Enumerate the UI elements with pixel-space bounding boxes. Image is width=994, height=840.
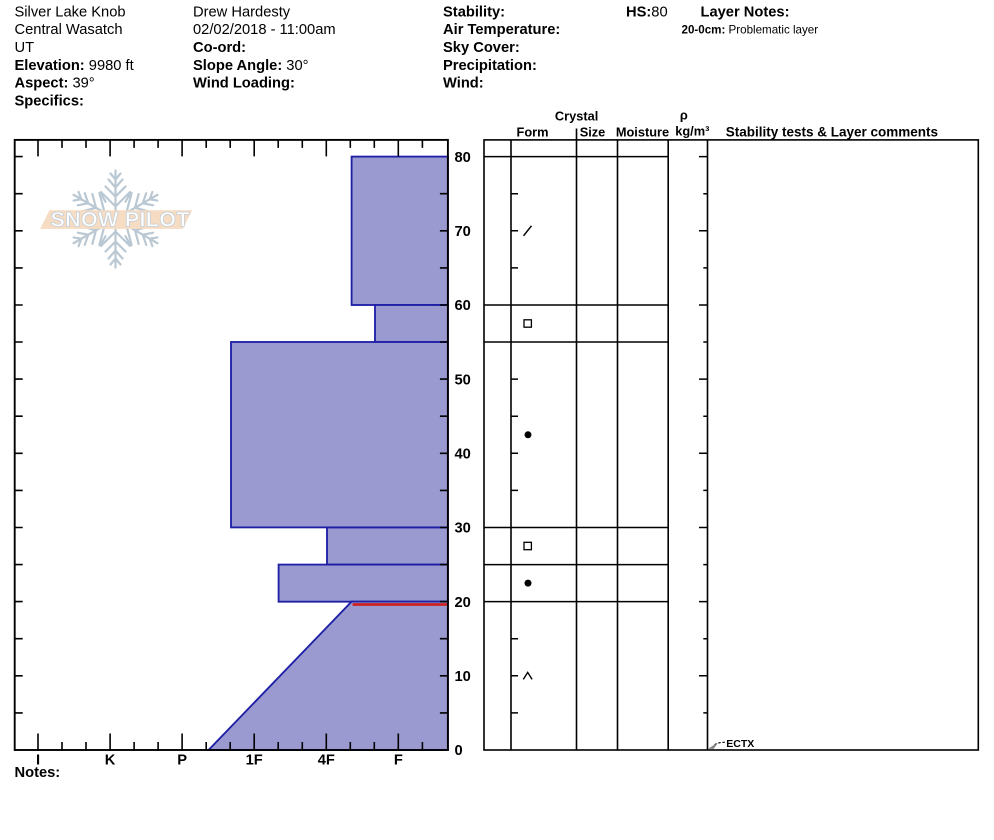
svg-text:40: 40 <box>455 447 471 463</box>
svg-text:Aspect: 39°: Aspect: 39° <box>15 76 95 92</box>
svg-text:Air Temperature:: Air Temperature: <box>443 22 560 38</box>
svg-text:Slope Angle: 30°: Slope Angle: 30° <box>193 58 309 74</box>
svg-text:P: P <box>177 752 187 768</box>
svg-text:Wind:: Wind: <box>443 76 484 92</box>
svg-text:Precipitation:: Precipitation: <box>443 58 537 74</box>
svg-text:Co-ord:: Co-ord: <box>193 40 246 56</box>
svg-text:UT: UT <box>15 40 35 56</box>
svg-text:HS:80: HS:80 <box>626 4 668 20</box>
svg-text:0: 0 <box>455 743 463 759</box>
svg-text:60: 60 <box>455 298 471 314</box>
svg-text:kg/m³: kg/m³ <box>675 124 709 139</box>
svg-text:K: K <box>105 752 116 768</box>
svg-text:Central Wasatch: Central Wasatch <box>15 22 123 38</box>
svg-text:Form: Form <box>517 124 549 139</box>
svg-text:Layer Notes:: Layer Notes: <box>701 4 790 20</box>
svg-text:F: F <box>394 752 403 768</box>
svg-text:Stability tests & Layer commen: Stability tests & Layer comments <box>726 124 938 139</box>
svg-text:20: 20 <box>455 595 471 611</box>
svg-text:Notes:: Notes: <box>15 765 61 781</box>
svg-text:10: 10 <box>455 669 471 685</box>
svg-text:4F: 4F <box>318 752 335 768</box>
svg-text:Elevation: 9980 ft: Elevation: 9980 ft <box>15 58 134 74</box>
svg-text:Sky Cover:: Sky Cover: <box>443 40 520 56</box>
svg-text:Silver Lake Knob: Silver Lake Knob <box>15 4 126 20</box>
svg-text:20-0cm: Problematic layer: 20-0cm: Problematic layer <box>682 23 819 36</box>
svg-text:30: 30 <box>455 521 471 537</box>
svg-text:Stability:: Stability: <box>443 4 505 20</box>
svg-text:Crystal: Crystal <box>555 109 598 124</box>
svg-text:70: 70 <box>455 224 471 240</box>
svg-text:1F: 1F <box>246 752 263 768</box>
svg-text:ρ: ρ <box>680 108 688 123</box>
svg-text:80: 80 <box>455 150 471 166</box>
svg-text:Specifics:: Specifics: <box>15 93 84 109</box>
svg-text:Moisture: Moisture <box>616 124 669 139</box>
svg-text:Wind Loading:: Wind Loading: <box>193 76 295 92</box>
svg-text:SNOW PILOT: SNOW PILOT <box>51 207 190 231</box>
svg-text:ECTX: ECTX <box>726 738 754 750</box>
svg-text:Size: Size <box>580 124 606 139</box>
svg-text:I: I <box>36 752 40 768</box>
svg-text:Drew Hardesty: Drew Hardesty <box>193 4 291 20</box>
svg-text:02/02/2018 - 11:00am: 02/02/2018 - 11:00am <box>193 22 336 38</box>
svg-text:50: 50 <box>455 372 471 388</box>
